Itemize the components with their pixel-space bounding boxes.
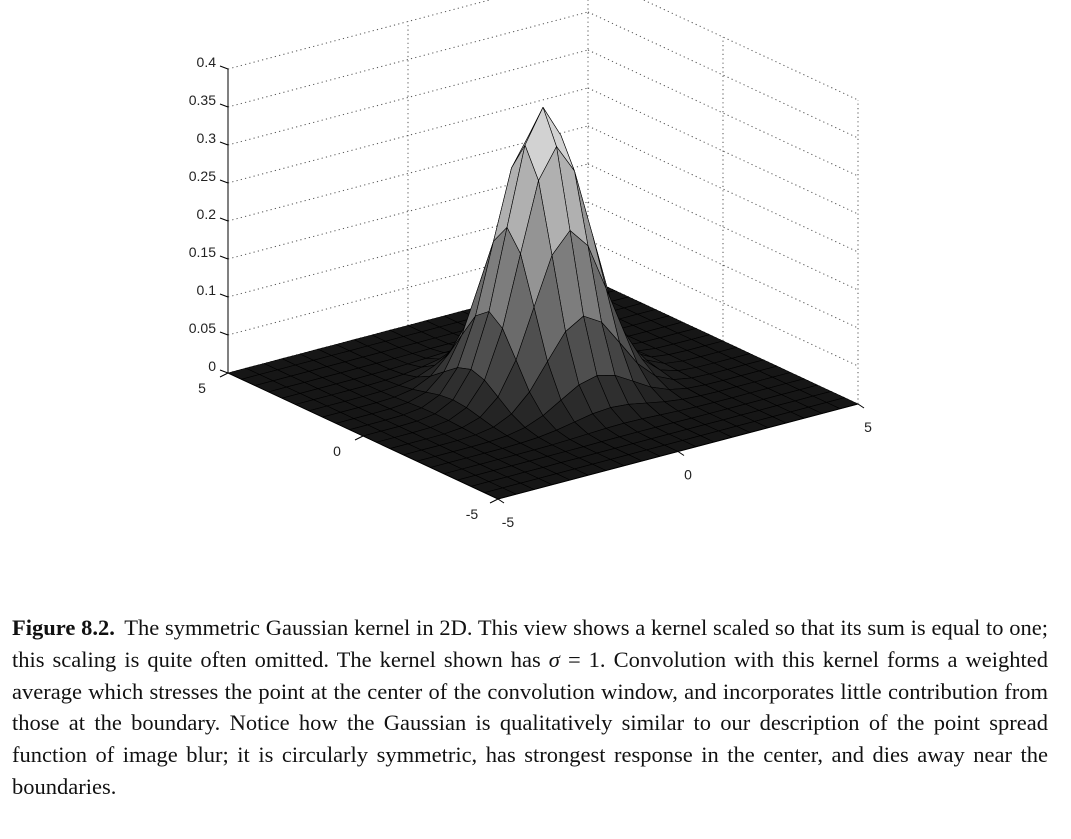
z-tick-mark bbox=[219, 179, 229, 184]
grid-line bbox=[227, 201, 589, 298]
figure-caption: Figure 8.2. The symmetric Gaussian kerne… bbox=[12, 612, 1048, 803]
grid-line bbox=[227, 0, 492, 70]
y-tick-label: 0 bbox=[333, 443, 341, 459]
grid-line bbox=[587, 125, 859, 253]
grid-line bbox=[227, 125, 589, 222]
y-tick-label: -5 bbox=[466, 506, 479, 522]
x-tick-mark bbox=[497, 498, 505, 504]
z-tick-label: 0.2 bbox=[197, 206, 217, 222]
y-tick-label: 5 bbox=[198, 380, 206, 396]
z-tick-mark bbox=[219, 103, 229, 108]
grid-line bbox=[227, 87, 589, 184]
z-tick-mark bbox=[219, 255, 229, 260]
x-tick-label: 5 bbox=[864, 419, 872, 435]
caption-text-part2: Convolution with this kernel forms a wei… bbox=[12, 646, 1049, 799]
grid-line bbox=[227, 163, 589, 260]
z-tick-label: 0.05 bbox=[189, 320, 216, 336]
x-tick-mark bbox=[677, 451, 685, 456]
surface-mesh bbox=[227, 107, 859, 500]
y-axis-ticks: -5 0 5 bbox=[198, 372, 499, 522]
caption-text-part1: The symmetric Gaussian kernel in 2D. Thi… bbox=[12, 615, 1049, 672]
x-axis-ticks: -5 0 5 bbox=[497, 403, 872, 530]
z-tick-label: 0.4 bbox=[197, 54, 217, 70]
grid-line bbox=[227, 49, 589, 146]
sigma-symbol: σ bbox=[548, 646, 560, 672]
x-tick-label: 0 bbox=[684, 467, 692, 483]
grid-line bbox=[227, 11, 589, 108]
z-tick-label: 0 bbox=[208, 358, 216, 374]
z-tick-mark bbox=[219, 141, 229, 146]
y-tick-mark bbox=[219, 372, 229, 378]
gaussian-surface-plot: 00.050.10.150.20.250.30.350.4 -505 -505 bbox=[189, 0, 872, 530]
x-tick-mark bbox=[857, 403, 865, 409]
z-tick-mark bbox=[219, 331, 229, 336]
sigma-value: = 1. bbox=[567, 646, 606, 672]
z-tick-label: 0.1 bbox=[197, 282, 217, 298]
z-axis-ticks: 0 0.05 0.1 0.15 0.2 0.25 0.3 0.35 0.4 bbox=[189, 54, 229, 374]
z-tick-label: 0.15 bbox=[189, 244, 216, 260]
z-tick-mark bbox=[219, 65, 229, 70]
z-tick-label: 0.25 bbox=[189, 168, 216, 184]
z-tick-mark bbox=[219, 369, 229, 374]
z-tick-label: 0.3 bbox=[197, 130, 217, 146]
grid-line bbox=[587, 163, 859, 291]
z-tick-mark bbox=[219, 217, 229, 222]
x-tick-label: -5 bbox=[502, 514, 515, 530]
grid-line bbox=[227, 239, 589, 336]
y-tick-mark bbox=[489, 498, 499, 504]
figure-label: Figure 8.2. bbox=[12, 615, 115, 640]
y-tick-mark bbox=[354, 435, 364, 441]
z-tick-label: 0.35 bbox=[189, 92, 216, 108]
grid-line bbox=[587, 11, 859, 139]
grid-line bbox=[587, 49, 859, 177]
z-tick-mark bbox=[219, 293, 229, 298]
